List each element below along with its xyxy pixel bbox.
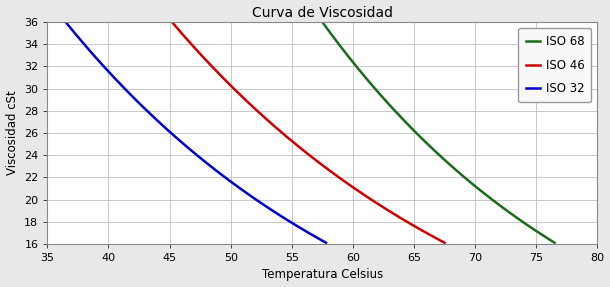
ISO 32	[185, 147, 193, 151]
ISO 68	[429, 147, 436, 151]
ISO 46	[298, 147, 305, 151]
ISO 46	[441, 241, 448, 245]
ISO 68	[509, 213, 517, 217]
ISO 46	[168, 20, 176, 24]
ISO 32	[276, 213, 283, 217]
ISO 46	[300, 148, 307, 152]
Title: Curva de Viscosidad: Curva de Viscosidad	[252, 5, 393, 20]
ISO 32	[187, 148, 195, 152]
Line: ISO 68: ISO 68	[323, 22, 554, 243]
Line: ISO 32: ISO 32	[66, 22, 326, 243]
ISO 46	[316, 161, 323, 165]
Line: ISO 46: ISO 46	[172, 22, 445, 243]
ISO 32	[62, 20, 70, 24]
ISO 68	[319, 20, 326, 24]
Legend: ISO 68, ISO 46, ISO 32: ISO 68, ISO 46, ISO 32	[518, 28, 592, 102]
ISO 32	[316, 238, 323, 241]
ISO 32	[323, 241, 330, 245]
ISO 68	[444, 161, 451, 165]
ISO 46	[392, 213, 399, 217]
ISO 68	[431, 148, 438, 152]
X-axis label: Temperatura Celsius: Temperatura Celsius	[262, 268, 383, 282]
ISO 32	[203, 161, 210, 165]
ISO 46	[434, 238, 442, 241]
ISO 68	[457, 172, 464, 176]
ISO 32	[217, 172, 224, 176]
ISO 46	[331, 172, 338, 176]
Y-axis label: Viscosidad cSt: Viscosidad cSt	[5, 91, 18, 175]
ISO 68	[545, 238, 553, 241]
ISO 68	[551, 241, 558, 245]
